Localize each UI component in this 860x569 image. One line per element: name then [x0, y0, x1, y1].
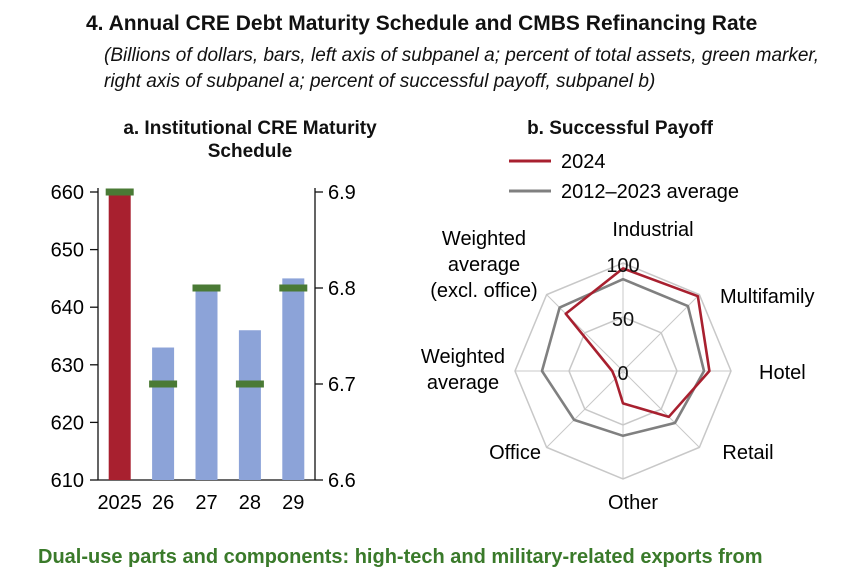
x-tick-label: 2025: [97, 492, 142, 514]
radar-axis-label: Office: [489, 442, 541, 464]
bar: [195, 289, 218, 480]
radar-axis-label-line: Hotel: [759, 362, 806, 384]
bar: [282, 278, 305, 480]
radar-axis-label-line: Other: [608, 492, 658, 514]
radar-axis-label-line: Industrial: [612, 219, 693, 241]
x-tick-label: 28: [239, 492, 261, 514]
left-tick-label: 610: [51, 470, 84, 492]
radar-axis-label-line: Retail: [722, 442, 773, 464]
green-marker: [149, 380, 178, 388]
right-tick-label: 6.7: [328, 374, 356, 396]
series-2024-line: [564, 267, 711, 419]
radar-tick-label: 0: [617, 363, 628, 385]
radar-axis-label-line: Multifamily: [720, 286, 814, 308]
radar-axis-label-line: average: [427, 372, 499, 394]
bar: [238, 330, 261, 480]
right-tick-label: 6.8: [328, 278, 356, 300]
radar-axis-label: Retail: [722, 442, 773, 464]
legend-label: 2012–2023 average: [561, 181, 739, 203]
figure-subtitle: (Billions of dollars, bars, left axis of…: [104, 45, 819, 92]
x-tick-label: 27: [195, 492, 217, 514]
radar-spoke: [546, 294, 624, 372]
panel-b-title: b. Successful Payoff: [527, 118, 713, 139]
right-tick-label: 6.6: [328, 470, 356, 492]
radar-axis-label: Multifamily: [720, 286, 814, 308]
left-tick-label: 640: [51, 297, 84, 319]
green-marker: [105, 188, 134, 196]
left-tick-label: 660: [51, 182, 84, 204]
left-tick-label: 620: [51, 412, 84, 434]
green-marker: [279, 284, 308, 292]
radar-axis-label-line: Weighted: [442, 228, 526, 250]
radar-axis-label: Hotel: [759, 362, 806, 384]
radar-axis-label-line: Office: [489, 442, 541, 464]
panel-a-title: a. Institutional CRE Maturity Schedule: [123, 118, 377, 162]
radar-tick-label: 50: [612, 309, 634, 331]
radar-axis-label: Other: [608, 492, 658, 514]
right-tick-label: 6.9: [328, 182, 356, 204]
bar: [108, 192, 131, 480]
radar-axis-label-line: Weighted: [421, 346, 505, 368]
radar-axis-label: Industrial: [612, 219, 693, 241]
green-marker: [235, 380, 264, 388]
x-tick-label: 26: [152, 492, 174, 514]
radar-axis-label-line: (excl. office): [430, 280, 537, 302]
radar-spoke: [622, 294, 700, 372]
legend-label: 2024: [561, 151, 606, 173]
series-average-line: [540, 277, 706, 438]
radar-axis-label: Weighted average (excl. office): [430, 228, 537, 302]
radar-spoke: [622, 370, 700, 448]
left-tick-label: 650: [51, 240, 84, 262]
radar-axis-label: Weighted average: [421, 346, 505, 394]
x-tick-label: 29: [282, 492, 304, 514]
radar-tick-label: 100: [606, 255, 639, 277]
left-tick-label: 630: [51, 355, 84, 377]
radar-spoke: [546, 370, 624, 448]
figure-title: 4. Annual CRE Debt Maturity Schedule and…: [86, 12, 758, 35]
footer-text: Dual-use parts and components: high-tech…: [38, 546, 763, 568]
green-marker: [192, 284, 221, 292]
radar-axis-label-line: average: [448, 254, 520, 276]
